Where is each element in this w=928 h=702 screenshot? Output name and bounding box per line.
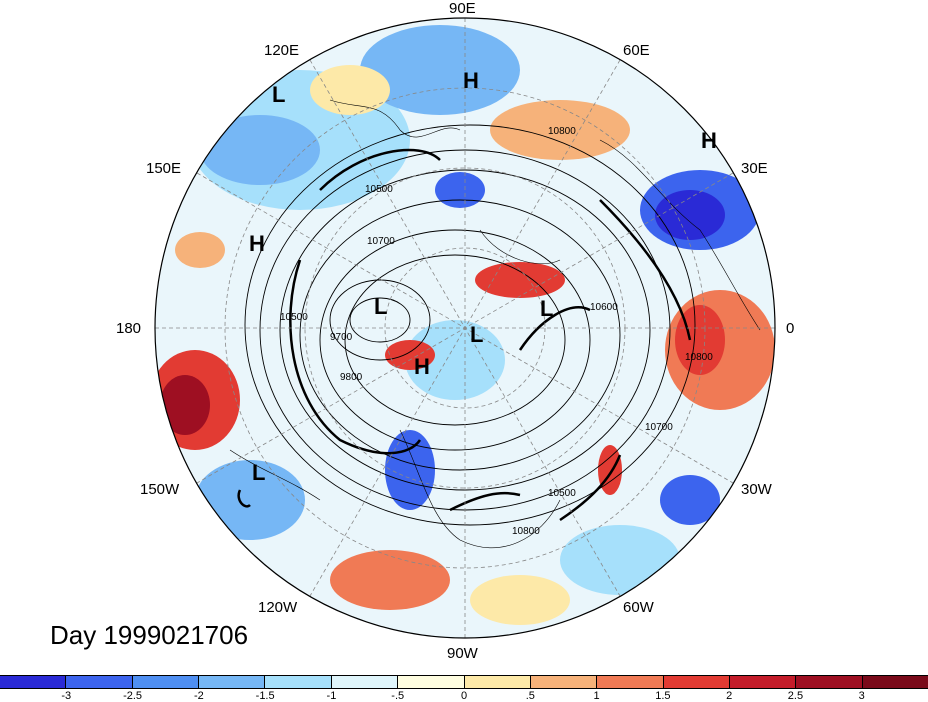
colorbar-tick-label: 2.5 xyxy=(787,690,804,702)
colorbar-swatch xyxy=(663,676,730,688)
colorbar-swatch xyxy=(398,676,465,688)
contour-label: 10800 xyxy=(685,352,713,363)
contour-label: 10700 xyxy=(367,236,395,247)
contour-label: 10500 xyxy=(365,184,393,195)
low-center: L xyxy=(252,460,266,485)
contour-label: 10500 xyxy=(280,312,308,323)
lon-label-30e: 30E xyxy=(741,160,768,177)
anomaly-shading xyxy=(155,18,775,638)
colorbar-swatch xyxy=(530,676,598,688)
colorbar-tick-label: 0 xyxy=(460,690,468,702)
contour-labels: 10800 10500 10700 9800 9700 10600 10500 … xyxy=(280,126,713,537)
lon-label-180: 180 xyxy=(116,320,142,337)
high-center: H xyxy=(249,231,265,256)
colorbar-swatch xyxy=(265,676,332,688)
colorbar xyxy=(0,675,928,689)
colorbar-swatch xyxy=(862,676,928,688)
lon-label-120w: 120W xyxy=(258,599,298,616)
low-center: L xyxy=(374,294,388,319)
contour-label: 10500 xyxy=(548,488,576,499)
contour-label: 9700 xyxy=(330,332,353,343)
contour-label: 10600 xyxy=(590,302,618,313)
graticule xyxy=(155,18,775,638)
colorbar-tick-label: 2 xyxy=(726,690,733,702)
lon-label-90e: 90E xyxy=(449,0,476,17)
high-center: H xyxy=(414,354,430,379)
colorbar-tick-label: -2 xyxy=(193,690,204,702)
colorbar-swatch xyxy=(796,676,863,688)
jet-isotachs xyxy=(237,148,692,522)
colorbar-swatch xyxy=(729,676,797,688)
coastlines xyxy=(229,99,761,549)
lon-label-0: 0 xyxy=(786,320,795,337)
colorbar-swatch xyxy=(464,676,531,688)
colorbar-swatch xyxy=(132,676,200,688)
high-center: H xyxy=(701,128,717,153)
lon-label-90w: 90W xyxy=(447,645,478,662)
contour-label: 9800 xyxy=(340,372,363,383)
colorbar-swatch xyxy=(199,676,266,688)
lon-label-60e: 60E xyxy=(623,42,650,59)
high-center: H xyxy=(463,68,479,93)
low-center: L xyxy=(540,296,554,321)
colorbar-tick-label: 1 xyxy=(593,690,600,702)
contour-label: 10800 xyxy=(548,126,576,137)
colorbar-tick-label: -1.5 xyxy=(255,690,275,702)
colorbar-tick-label: 3 xyxy=(858,690,865,702)
colorbar-swatch xyxy=(331,676,399,688)
colorbar-tick-label: -2.5 xyxy=(123,690,143,702)
date-title: Day 1999021706 xyxy=(50,620,249,650)
lon-label-150w: 150W xyxy=(140,481,180,498)
map-border xyxy=(154,17,776,639)
colorbar-tick-label: -1 xyxy=(326,690,337,702)
low-center: L xyxy=(272,82,286,107)
colorbar-swatch xyxy=(597,676,664,688)
colorbar-swatch xyxy=(0,676,67,688)
polar-map: 10800 10500 10700 9800 9700 10600 10500 … xyxy=(154,17,776,639)
colorbar-tick-label: .5 xyxy=(525,690,535,702)
colorbar-tick-label: 1.5 xyxy=(655,690,671,702)
lon-label-60w: 60W xyxy=(623,599,654,616)
contour-label: 10800 xyxy=(512,526,540,537)
low-center: L xyxy=(470,322,484,347)
contour-label: 10700 xyxy=(645,422,673,433)
lon-label-30w: 30W xyxy=(741,481,772,498)
colorbar-tick-label: -.5 xyxy=(391,690,405,702)
colorbar-swatch xyxy=(66,676,133,688)
lon-label-120e: 120E xyxy=(264,42,300,59)
lon-label-150e: 150E xyxy=(146,160,182,177)
colorbar-tick-label: -3 xyxy=(61,690,72,702)
